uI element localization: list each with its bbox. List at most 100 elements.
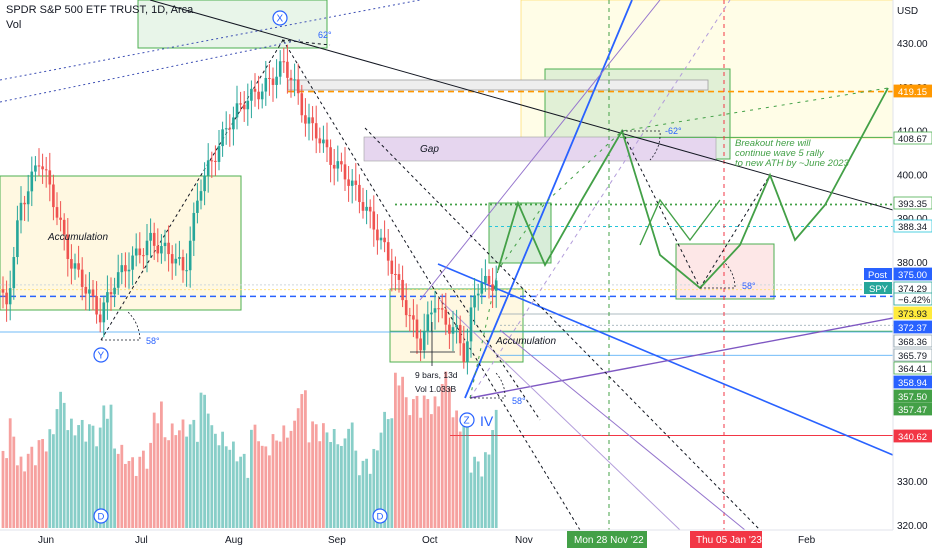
candles bbox=[1, 44, 498, 375]
candle-body bbox=[16, 220, 19, 258]
candle-body bbox=[5, 292, 8, 305]
blue-up-line bbox=[464, 0, 633, 399]
volume-bar bbox=[188, 424, 192, 528]
x-tick-label: Nov bbox=[515, 535, 533, 546]
price-tag-bg bbox=[893, 292, 932, 306]
volume-bar bbox=[196, 441, 199, 528]
candle-body bbox=[59, 217, 62, 220]
volume-bar bbox=[210, 425, 214, 528]
candle-body bbox=[476, 293, 480, 296]
volume-bar bbox=[350, 422, 354, 528]
black-dash-3 bbox=[439, 269, 541, 421]
volume-bar bbox=[455, 410, 458, 528]
volume-bar bbox=[73, 435, 77, 528]
wave-projection bbox=[497, 87, 889, 290]
candle-body bbox=[415, 319, 419, 339]
angle-62-right: -62° bbox=[665, 126, 682, 136]
volume-bar bbox=[282, 425, 286, 528]
candle-body bbox=[224, 128, 228, 130]
candle-body bbox=[304, 115, 307, 124]
black-dash-2 bbox=[364, 127, 761, 531]
volume-bar bbox=[264, 446, 268, 528]
volume-bar bbox=[224, 446, 228, 528]
volume-bar bbox=[95, 446, 98, 528]
angle-58-y: 58° bbox=[146, 336, 160, 346]
candle-body bbox=[293, 79, 296, 81]
volume-bar bbox=[469, 472, 473, 528]
volume-bar bbox=[242, 453, 246, 528]
volume-bar bbox=[368, 473, 372, 528]
candle-body bbox=[271, 78, 275, 85]
volume-bar bbox=[5, 458, 8, 528]
volume-bar bbox=[192, 419, 196, 528]
volume-bar bbox=[160, 401, 163, 528]
candle-body bbox=[264, 77, 268, 92]
candle-body bbox=[235, 103, 239, 118]
volume-bar bbox=[174, 435, 178, 528]
candle-body bbox=[73, 263, 77, 269]
volume-bar bbox=[347, 428, 350, 528]
volume-bar bbox=[138, 456, 142, 528]
price-tag-label: 340.62 bbox=[898, 432, 927, 443]
accumulation-label-right: Accumulation bbox=[495, 336, 556, 347]
candle-body bbox=[214, 160, 217, 162]
volume-bar bbox=[314, 424, 318, 528]
candle-body bbox=[307, 117, 311, 124]
candle-body bbox=[314, 123, 318, 139]
volume-bar bbox=[300, 394, 304, 528]
candle-body bbox=[239, 103, 242, 105]
purple-support-line bbox=[469, 317, 894, 399]
volume-bar bbox=[253, 424, 257, 528]
volume-bar bbox=[408, 415, 412, 528]
dividend-marker-circle bbox=[372, 508, 388, 524]
volume-bar bbox=[311, 421, 314, 528]
candle-body bbox=[368, 206, 372, 212]
volume-bar bbox=[55, 409, 59, 528]
volume-bar bbox=[30, 446, 34, 528]
dotted-upper-line-2 bbox=[0, 39, 301, 103]
volume-bar bbox=[494, 409, 498, 528]
date-tag-jan05: Thu 05 Jan '23 bbox=[696, 535, 762, 546]
volume-bar bbox=[415, 395, 419, 528]
volume-legend: Vol bbox=[6, 19, 22, 31]
price-tag-label: 408.67 bbox=[898, 134, 927, 145]
candle-body bbox=[181, 257, 185, 271]
candle-body bbox=[77, 263, 80, 270]
volume-bar bbox=[358, 475, 361, 528]
price-tag-bg bbox=[893, 375, 932, 389]
candle-body bbox=[134, 248, 138, 256]
volume-bar bbox=[142, 450, 145, 528]
candle-body bbox=[458, 324, 462, 344]
volume-bar bbox=[145, 468, 149, 528]
volume-bar bbox=[361, 460, 365, 528]
candle-body bbox=[221, 129, 224, 147]
blue-down-line bbox=[437, 263, 894, 456]
x-tick-label: Feb bbox=[798, 535, 816, 546]
angle-58-z: 58° bbox=[512, 396, 526, 406]
post-label: Post bbox=[868, 270, 887, 281]
candle-body bbox=[142, 255, 145, 257]
volume-bar bbox=[246, 477, 250, 528]
volume-bar bbox=[473, 456, 476, 528]
candle-body bbox=[127, 269, 131, 272]
price-tag-bg bbox=[893, 320, 932, 334]
date-tag-nov28: Mon 28 Nov '22 bbox=[574, 535, 644, 546]
volume-bar bbox=[167, 440, 170, 528]
volume-bar bbox=[426, 399, 430, 528]
candle-body bbox=[55, 207, 59, 218]
volume-bar bbox=[286, 437, 289, 528]
post-label-bg bbox=[864, 268, 892, 280]
wave-z-label: Z bbox=[464, 416, 470, 427]
candle-body bbox=[322, 139, 325, 144]
dividend-marker-label: D bbox=[377, 512, 384, 523]
price-tag-bg bbox=[893, 348, 932, 362]
candle-body bbox=[296, 79, 300, 94]
volume-bar bbox=[332, 429, 336, 528]
volume-bar bbox=[487, 454, 491, 528]
wave-z-circle bbox=[459, 412, 475, 428]
purple-fan-1 bbox=[419, 0, 661, 301]
x-tick-label: Aug bbox=[225, 535, 243, 546]
price-tag: 408.67 bbox=[893, 131, 932, 145]
volume-bar bbox=[390, 418, 394, 528]
